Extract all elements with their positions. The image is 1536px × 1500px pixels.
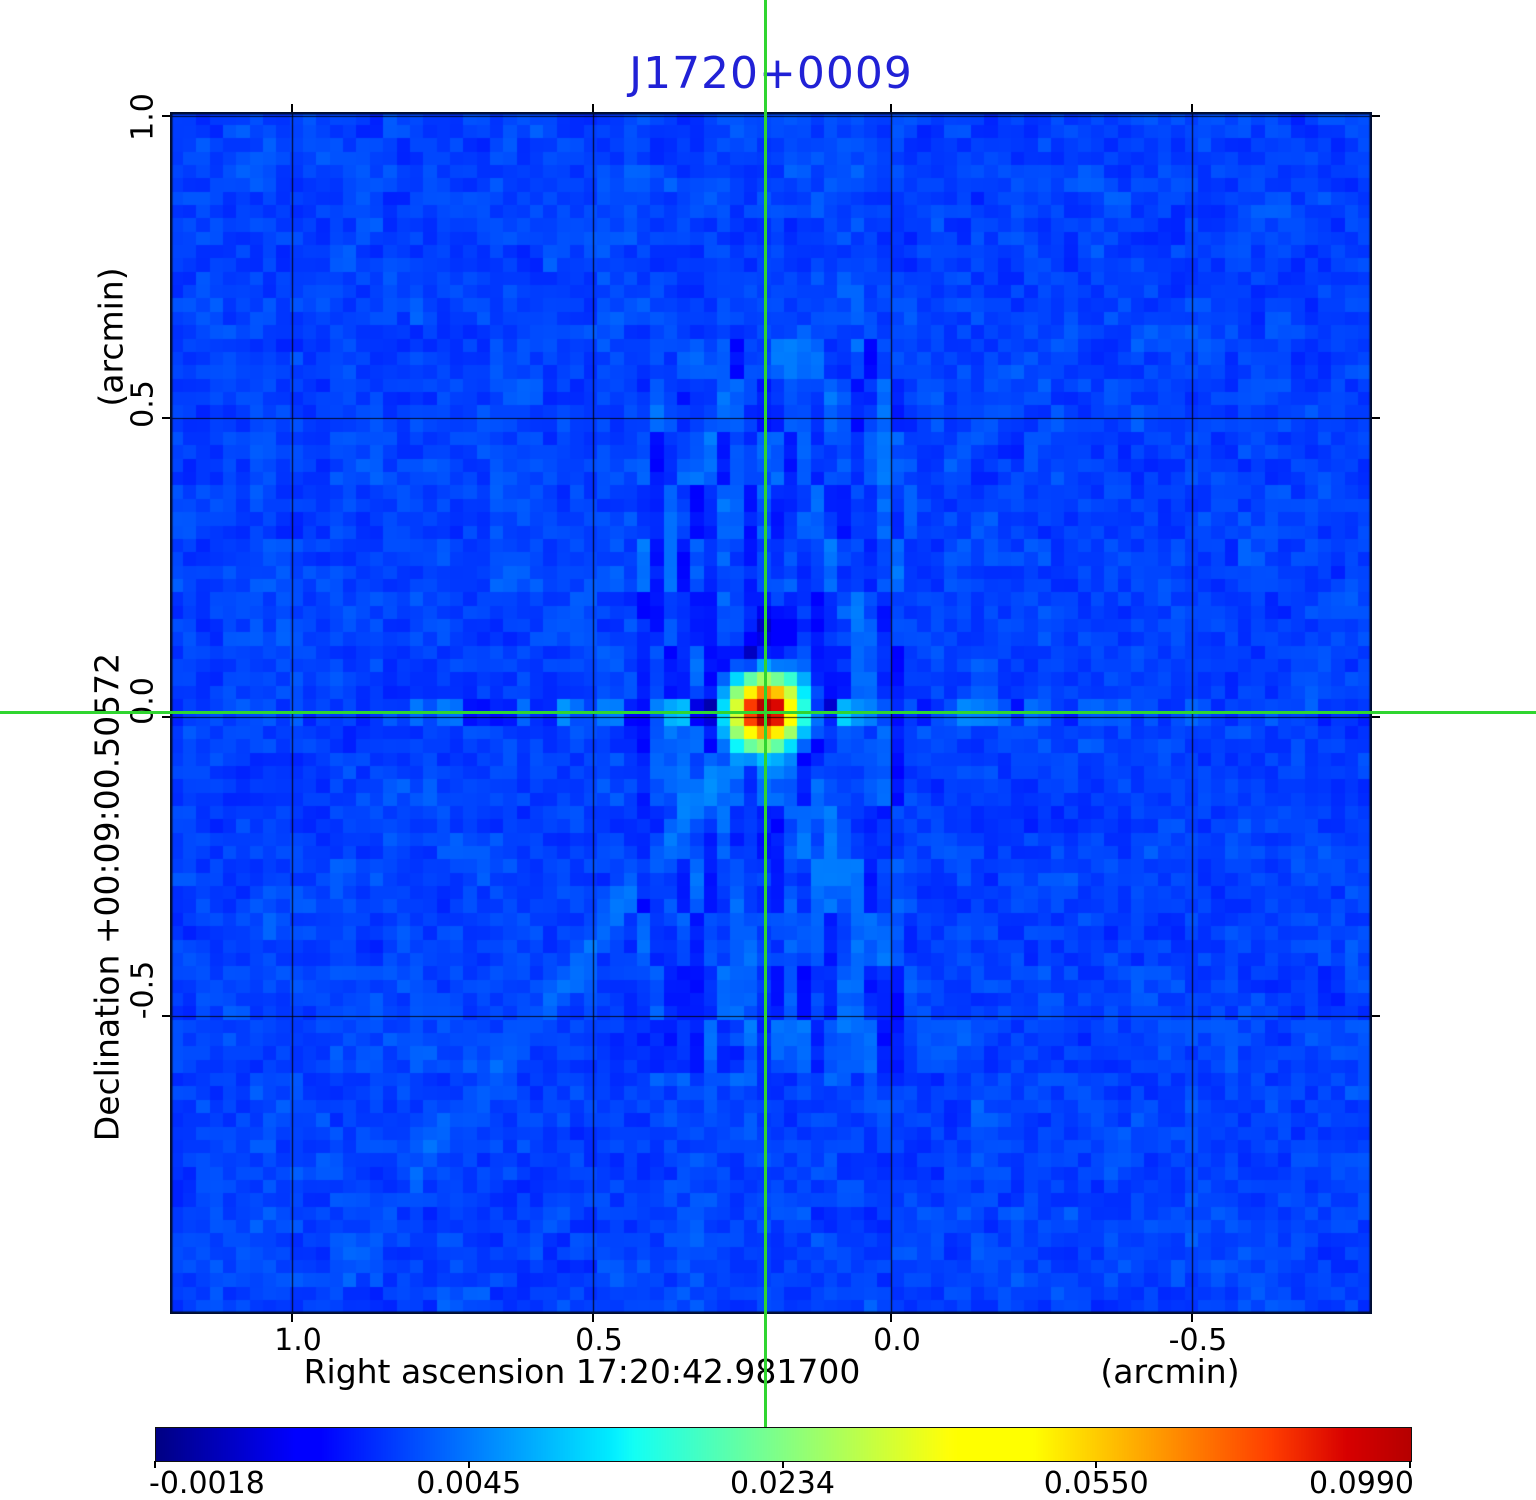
- y-tick-label: 1.0: [125, 93, 161, 141]
- y-tick-mark-right: [1372, 114, 1380, 117]
- colorbar-tick-label: 0.0045: [416, 1466, 522, 1500]
- y-tick-label: -0.5: [125, 960, 161, 1020]
- y-tick-mark-right: [1372, 1015, 1380, 1018]
- crosshair-horizontal-line: [0, 710, 1536, 714]
- y-tick-label: 0.0: [125, 677, 161, 725]
- x-tick-mark: [1190, 1314, 1193, 1322]
- y-tick-mark: [162, 715, 170, 718]
- y-tick-label: 0.5: [125, 380, 161, 428]
- colorbar-tick-mark: [1409, 1461, 1411, 1468]
- x-tick-mark-top: [889, 104, 892, 112]
- y-tick-mark: [162, 417, 170, 420]
- x-axis-unit-label: (arcmin): [1100, 1352, 1240, 1391]
- colorbar-tick-mark: [781, 1461, 784, 1468]
- colorbar-tick-mark: [467, 1461, 470, 1468]
- y-tick-mark: [162, 114, 170, 117]
- x-tick-mark: [291, 1314, 293, 1322]
- y-tick-mark: [162, 1015, 170, 1018]
- colorbar-tick-label: 0.0234: [730, 1466, 835, 1500]
- y-axis-title: Declination +00:09:00.50572: [87, 652, 127, 1142]
- x-tick-label: 0.5: [575, 1323, 623, 1358]
- x-tick-mark-top: [591, 104, 594, 112]
- y-tick-mark-right: [1372, 417, 1380, 420]
- y-tick-mark-right: [1372, 715, 1380, 718]
- colorbar-tick-label: 0.0990: [1309, 1466, 1414, 1500]
- figure-title: J1720+0009: [629, 48, 913, 99]
- x-tick-label: 0.0: [873, 1323, 921, 1358]
- x-tick-mark-top: [291, 104, 293, 112]
- colorbar-tick-label: 0.0550: [1043, 1466, 1149, 1500]
- x-tick-label: -0.5: [1168, 1323, 1228, 1358]
- colorbar-tick-label: -0.0018: [149, 1466, 265, 1500]
- x-tick-mark: [889, 1314, 892, 1322]
- x-tick-label: 1.0: [274, 1323, 322, 1358]
- x-tick-mark-top: [1190, 104, 1193, 112]
- x-tick-mark: [591, 1314, 594, 1322]
- colorbar-tick-mark: [1095, 1461, 1098, 1468]
- colorbar: [155, 1427, 1412, 1462]
- x-axis-title: Right ascension 17:20:42.981700: [303, 1352, 861, 1391]
- colorbar-tick-mark: [154, 1461, 156, 1468]
